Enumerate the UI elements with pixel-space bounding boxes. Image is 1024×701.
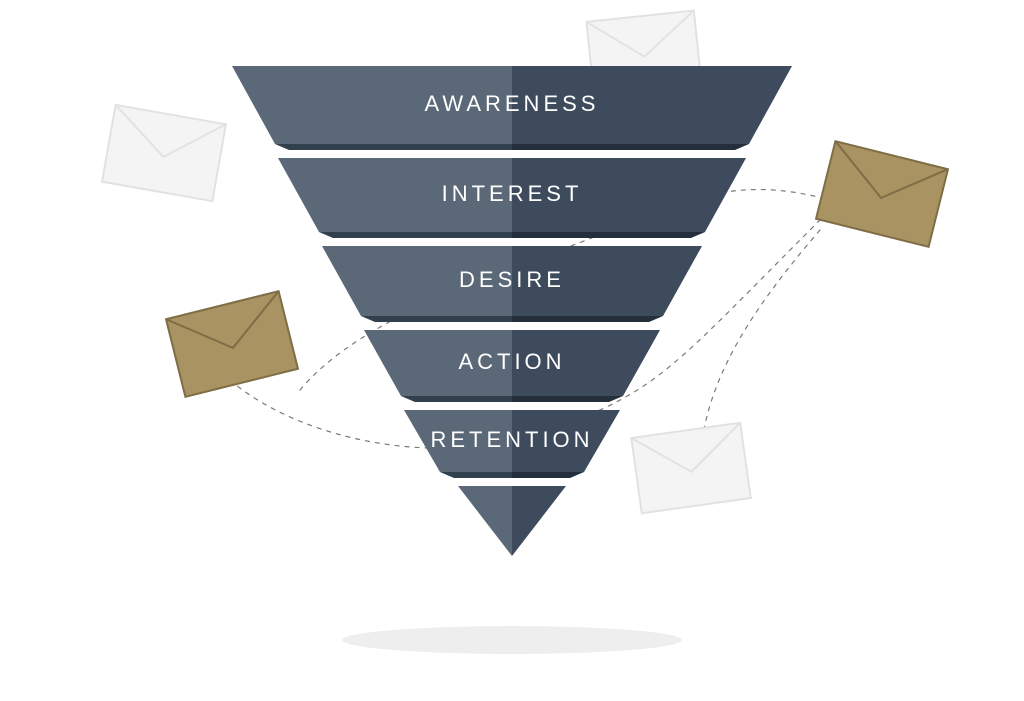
funnel-stage-label: DESIRE bbox=[459, 267, 565, 292]
funnel-stage-label: ACTION bbox=[458, 349, 565, 374]
funnel-stage-label: AWARENESS bbox=[425, 91, 600, 116]
funnel-tip bbox=[458, 486, 566, 556]
envelope-icon bbox=[166, 291, 298, 397]
envelope-icon bbox=[631, 423, 751, 514]
funnel-shadow bbox=[342, 626, 682, 654]
envelope-icon bbox=[816, 141, 948, 247]
funnel-stage: DESIRE bbox=[322, 246, 702, 322]
funnel-stage: ACTION bbox=[364, 330, 660, 402]
funnel-stage: AWARENESS bbox=[232, 66, 792, 150]
funnel-stage: INTEREST bbox=[278, 158, 746, 238]
funnel-stage-label: INTEREST bbox=[442, 181, 583, 206]
envelope-icon bbox=[102, 105, 226, 201]
funnel-stage: RETENTION bbox=[404, 410, 620, 478]
funnel-stage-label: RETENTION bbox=[430, 427, 593, 452]
